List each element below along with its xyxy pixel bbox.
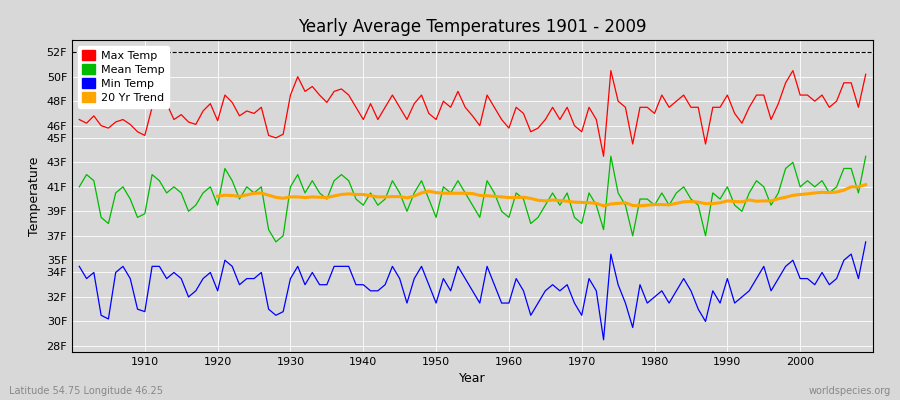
Text: Latitude 54.75 Longitude 46.25: Latitude 54.75 Longitude 46.25 — [9, 386, 163, 396]
Text: worldspecies.org: worldspecies.org — [809, 386, 891, 396]
Y-axis label: Temperature: Temperature — [28, 156, 41, 236]
X-axis label: Year: Year — [459, 372, 486, 386]
Title: Yearly Average Temperatures 1901 - 2009: Yearly Average Temperatures 1901 - 2009 — [298, 18, 647, 36]
Legend: Max Temp, Mean Temp, Min Temp, 20 Yr Trend: Max Temp, Mean Temp, Min Temp, 20 Yr Tre… — [77, 46, 169, 108]
